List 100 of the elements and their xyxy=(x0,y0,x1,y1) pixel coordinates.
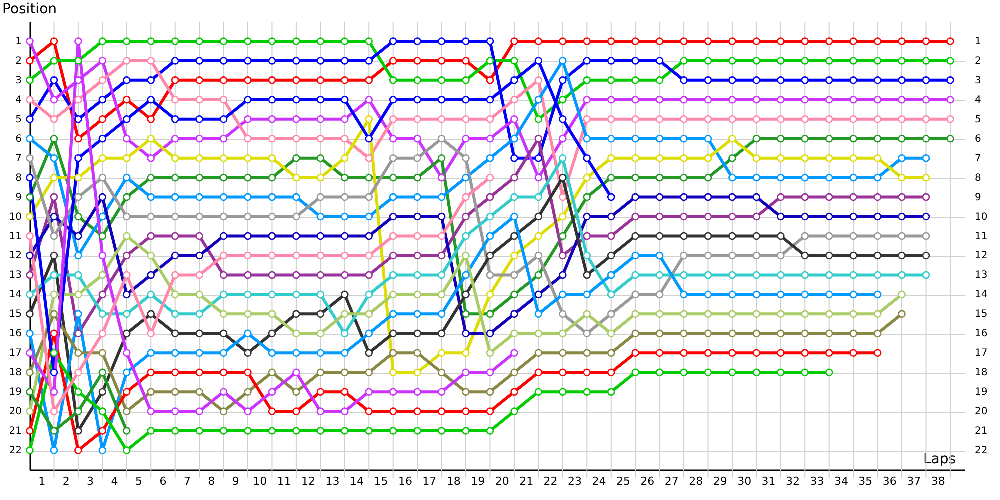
point xyxy=(534,252,543,260)
y-tick-label: 1 xyxy=(16,36,22,48)
point xyxy=(389,368,398,376)
point xyxy=(704,193,712,202)
point xyxy=(389,427,398,435)
point xyxy=(147,174,156,182)
point xyxy=(147,232,156,240)
point xyxy=(728,57,736,65)
point xyxy=(656,349,664,358)
point xyxy=(874,134,882,143)
point xyxy=(26,388,34,396)
point xyxy=(50,368,58,376)
point xyxy=(220,193,228,202)
point xyxy=(728,76,736,84)
y2-tick-label: 15 xyxy=(975,309,988,320)
point xyxy=(341,427,349,435)
point xyxy=(123,38,131,46)
point xyxy=(510,193,518,202)
point xyxy=(292,134,300,143)
point xyxy=(559,252,567,260)
point xyxy=(341,174,349,182)
x-tick-label: 33 xyxy=(810,475,824,488)
point xyxy=(510,96,518,104)
point xyxy=(74,232,82,240)
point xyxy=(268,212,276,221)
point xyxy=(123,212,131,221)
point xyxy=(74,174,82,182)
point xyxy=(583,76,592,84)
point xyxy=(607,38,616,46)
point xyxy=(292,330,300,338)
point xyxy=(680,271,688,280)
point xyxy=(486,349,494,358)
point xyxy=(922,134,930,143)
point xyxy=(825,76,834,84)
point xyxy=(147,212,156,221)
point xyxy=(365,232,374,240)
point xyxy=(98,290,107,299)
point xyxy=(74,212,82,221)
point xyxy=(850,116,858,124)
x-tick-label: 30 xyxy=(738,475,752,488)
point xyxy=(389,349,398,358)
point xyxy=(825,330,834,338)
point xyxy=(825,134,834,143)
point xyxy=(486,271,494,280)
y-tick-label: 9 xyxy=(16,192,22,204)
point xyxy=(680,134,688,143)
point xyxy=(874,193,882,202)
x-tick-label: 28 xyxy=(689,475,704,488)
point xyxy=(292,427,300,435)
point xyxy=(196,232,204,240)
point xyxy=(389,232,398,240)
point xyxy=(74,76,82,84)
point xyxy=(389,57,398,65)
point xyxy=(147,427,156,435)
point xyxy=(26,330,34,338)
point xyxy=(438,96,446,104)
point xyxy=(171,174,180,182)
point xyxy=(825,116,834,124)
point xyxy=(414,290,422,299)
point xyxy=(389,271,398,280)
y2-tick-label: 10 xyxy=(975,212,988,223)
point xyxy=(26,174,34,182)
point xyxy=(74,368,82,376)
point xyxy=(704,57,712,65)
point xyxy=(244,252,252,260)
point xyxy=(316,38,325,46)
point xyxy=(534,116,543,124)
point xyxy=(680,310,688,318)
point xyxy=(196,310,204,318)
point xyxy=(220,368,228,376)
point xyxy=(704,174,712,182)
point xyxy=(171,232,180,240)
point xyxy=(196,368,204,376)
point xyxy=(98,57,107,65)
point xyxy=(341,252,349,260)
point xyxy=(438,388,446,396)
x-tick-label: 4 xyxy=(111,475,118,488)
y2-tick-label: 16 xyxy=(975,328,988,340)
point xyxy=(268,408,276,416)
point xyxy=(268,116,276,124)
point xyxy=(462,330,470,338)
point xyxy=(825,232,834,240)
point xyxy=(292,76,300,84)
x-tick-label: 31 xyxy=(762,475,776,488)
point xyxy=(632,96,640,104)
point xyxy=(486,368,494,376)
point xyxy=(510,330,518,338)
point xyxy=(583,38,592,46)
point xyxy=(486,427,494,435)
point xyxy=(752,252,761,260)
point xyxy=(728,116,736,124)
point xyxy=(123,193,131,202)
point xyxy=(777,57,785,65)
point xyxy=(292,232,300,240)
y-tick-label: 18 xyxy=(9,368,22,379)
point xyxy=(74,330,82,338)
point xyxy=(292,174,300,182)
point xyxy=(171,57,180,65)
point xyxy=(825,193,834,202)
point xyxy=(632,368,640,376)
